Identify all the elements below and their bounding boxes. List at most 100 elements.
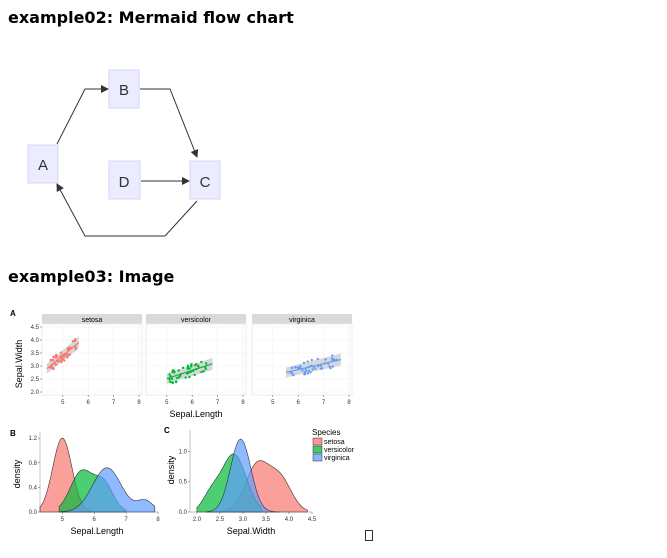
y-tick-label: 0.4 <box>29 485 38 491</box>
scatter-ylabel: Sepal.Width <box>14 340 24 389</box>
x-tick-label: 3.5 <box>262 517 271 523</box>
node-a[interactable]: A <box>27 144 59 184</box>
scatter-point-versicolor <box>188 367 191 370</box>
node-b-label: B <box>119 82 129 99</box>
x-tick-label: 2.5 <box>216 517 225 523</box>
node-c-label: C <box>200 174 211 191</box>
density-width-xlabel: Sepal.Width <box>227 526 276 536</box>
scatter-point-virginica <box>329 366 332 370</box>
regression-line-virginica <box>285 358 342 374</box>
y-tick-label: 0.8 <box>29 461 38 467</box>
scatter-point-versicolor <box>193 363 197 367</box>
panel-label-b: B <box>10 429 16 438</box>
facet-strip-virginica <box>252 314 352 324</box>
scatter-point-versicolor <box>181 366 185 369</box>
scatter-point-virginica <box>290 366 294 370</box>
scatter-point-versicolor <box>179 374 182 378</box>
species-legend: Species setosa versicolor virginica <box>312 428 355 462</box>
scatter-point-setosa <box>52 355 55 359</box>
x-tick-label: 6 <box>87 400 91 406</box>
scatter-point-versicolor <box>204 362 208 365</box>
legend-key-setosa <box>312 437 323 446</box>
scatter-point-virginica <box>289 371 292 374</box>
scatter-point-setosa <box>71 339 75 343</box>
scatter-point-versicolor <box>173 369 176 373</box>
scatter-point-virginica <box>292 373 295 376</box>
density-curve-virginica <box>205 438 280 513</box>
facet-strip-setosa <box>42 314 142 324</box>
scatter-point-versicolor <box>175 376 179 380</box>
scatter-point-virginica <box>296 366 300 369</box>
scatter-point-setosa <box>55 356 58 359</box>
scatter-point-setosa <box>68 353 71 356</box>
density-width-ylabel: density <box>166 455 176 484</box>
flowchart: A B D C <box>27 69 221 237</box>
scatter-xlabel: Sepal.Length <box>169 409 222 419</box>
scatter-point-setosa <box>54 353 58 357</box>
x-tick-label: 7 <box>322 400 326 406</box>
y-tick-label: 0.0 <box>29 510 38 516</box>
y-tick-label: 3.5 <box>31 351 40 357</box>
scatter-point-virginica <box>311 368 314 371</box>
scatter-point-setosa <box>74 347 77 351</box>
x-tick-label: 6 <box>93 517 97 523</box>
scatter-point-setosa <box>73 339 77 343</box>
edge-a-b <box>56 85 109 145</box>
legend-key-virginica <box>312 453 323 462</box>
y-tick-label: 1.0 <box>179 449 188 455</box>
scatter-point-virginica <box>306 372 310 375</box>
image-heading: example03: Image <box>8 267 175 286</box>
scatter-point-setosa <box>59 351 63 354</box>
scatter-point-versicolor <box>174 380 178 384</box>
y-tick-label: 1.2 <box>29 436 38 442</box>
x-tick-label: 5 <box>165 400 169 406</box>
y-tick-label: 4.0 <box>31 338 40 344</box>
x-tick-label: 3.0 <box>239 517 248 523</box>
x-tick-label: 5 <box>61 517 65 523</box>
regression-line-setosa <box>46 342 80 370</box>
scatter-point-versicolor <box>186 364 190 367</box>
density-curve-virginica <box>58 467 156 513</box>
scatter-point-setosa <box>60 358 64 361</box>
node-d[interactable]: D <box>108 160 141 200</box>
edge-c-a <box>56 183 198 237</box>
legend-item-setosa: setosa <box>324 439 345 446</box>
x-tick-label: 7 <box>216 400 220 406</box>
scatter-point-versicolor <box>177 369 180 372</box>
node-b[interactable]: B <box>108 69 140 109</box>
x-tick-label: 8 <box>137 400 141 406</box>
scatter-point-virginica <box>314 367 317 370</box>
scatter-point-virginica <box>299 366 302 369</box>
scatter-point-setosa <box>49 358 53 362</box>
node-d-label: D <box>119 174 130 191</box>
scatter-point-setosa <box>74 346 77 349</box>
legend-key-versicolor <box>312 445 323 454</box>
scatter-point-virginica <box>303 371 306 374</box>
scatter-point-versicolor <box>186 367 189 370</box>
scatter-point-setosa <box>51 366 54 369</box>
scatter-point-setosa <box>66 353 69 356</box>
scatter-point-versicolor <box>171 381 174 384</box>
facet-panel-versicolor <box>145 323 247 396</box>
scatter-point-versicolor <box>193 373 196 377</box>
edge-b-c <box>140 88 199 158</box>
y-tick-label: 4.5 <box>31 325 40 331</box>
flowchart-heading: example02: Mermaid flow chart <box>8 8 294 27</box>
scatter-point-versicolor <box>200 360 203 364</box>
x-tick-label: 7 <box>124 517 128 523</box>
x-tick-label: 8 <box>347 400 351 406</box>
y-tick-label: 3.0 <box>31 364 40 370</box>
node-a-label: A <box>38 157 48 174</box>
node-c[interactable]: C <box>189 160 221 200</box>
scatter-point-versicolor <box>170 377 174 381</box>
facet-label-setosa: setosa <box>82 317 103 324</box>
facet-label-virginica: virginica <box>289 317 315 324</box>
x-tick-label: 5 <box>61 400 65 406</box>
iris-figure-image: A Sepal.Width setosa 5 6 7 8 versicolor 5 6 7 8 vi… <box>10 309 355 536</box>
scatter-point-virginica <box>320 367 324 370</box>
scatter-point-versicolor <box>184 376 187 379</box>
scatter-point-setosa <box>60 360 63 364</box>
scatter-point-virginica <box>319 364 323 367</box>
x-tick-label: 6 <box>191 400 195 406</box>
y-tick-label: 2.5 <box>31 377 40 383</box>
